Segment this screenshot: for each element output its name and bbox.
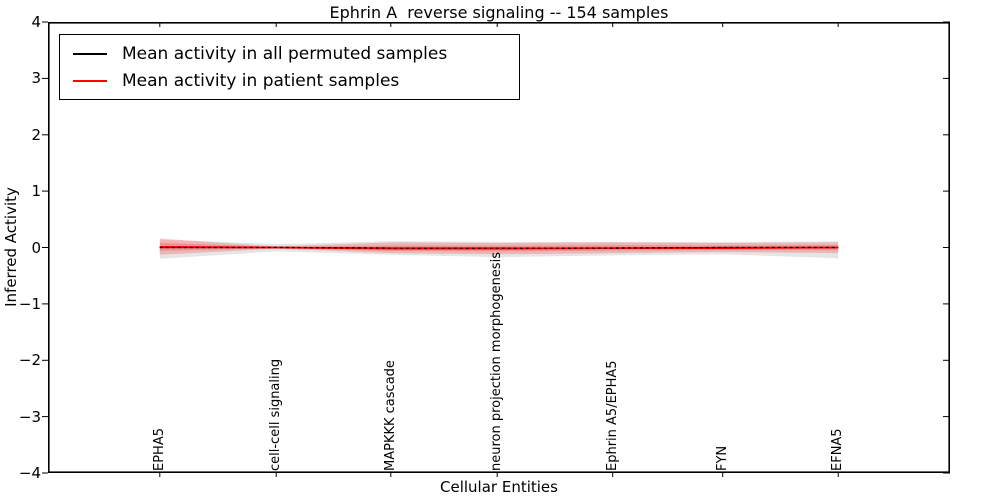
y-tick-labels: 4 3 2 1 0 −1 −2 −3 −4 [0,13,41,482]
x-tick-label: Ephrin A5/EPHA5 [604,360,620,471]
x-tick-label: EFNA5 [830,428,846,471]
permuted-line-swatch-icon [73,52,107,55]
patient-inner-band [159,242,839,252]
x-tick-label: neuron projection morphogenesis [489,252,505,471]
y-tick-label: 0 [31,238,41,257]
legend-item-patient: Mean activity in patient samples [73,67,515,94]
legend-item-permuted: Mean activity in all permuted samples [73,40,515,67]
x-axis-label: Cellular Entities [440,478,558,496]
y-tick-label: −2 [18,351,41,370]
y-tick-label: 4 [31,13,41,31]
permuted-mean-line-dashes [159,246,839,249]
legend-label: Mean activity in patient samples [122,70,400,91]
x-tick-label: cell-cell signaling [268,358,284,471]
x-tick-label: MAPKKK cascade [382,360,398,471]
y-tick-label: −3 [18,407,41,426]
x-tick-label: FYN [714,445,730,471]
patient-band [159,238,839,255]
legend-label: Mean activity in all permuted samples [122,43,448,64]
legend: Mean activity in all permuted samples Me… [59,34,520,100]
plot-area: EPHA5 cell-cell signaling MAPKKK cascade ne… [42,21,951,477]
y-tick-label: 1 [31,182,41,201]
y-tick-label: −1 [18,294,41,313]
axes-frame [48,22,951,473]
chart-canvas [42,21,951,477]
y-tick-label: 3 [31,69,41,88]
y-tick-label: 2 [31,125,41,144]
patient-line-swatch-icon [73,79,107,82]
x-tick-label: EPHA5 [151,428,167,471]
chart-title: Ephrin A reverse signaling -- 154 sample… [329,3,669,22]
y-tick-label: −4 [18,464,41,482]
